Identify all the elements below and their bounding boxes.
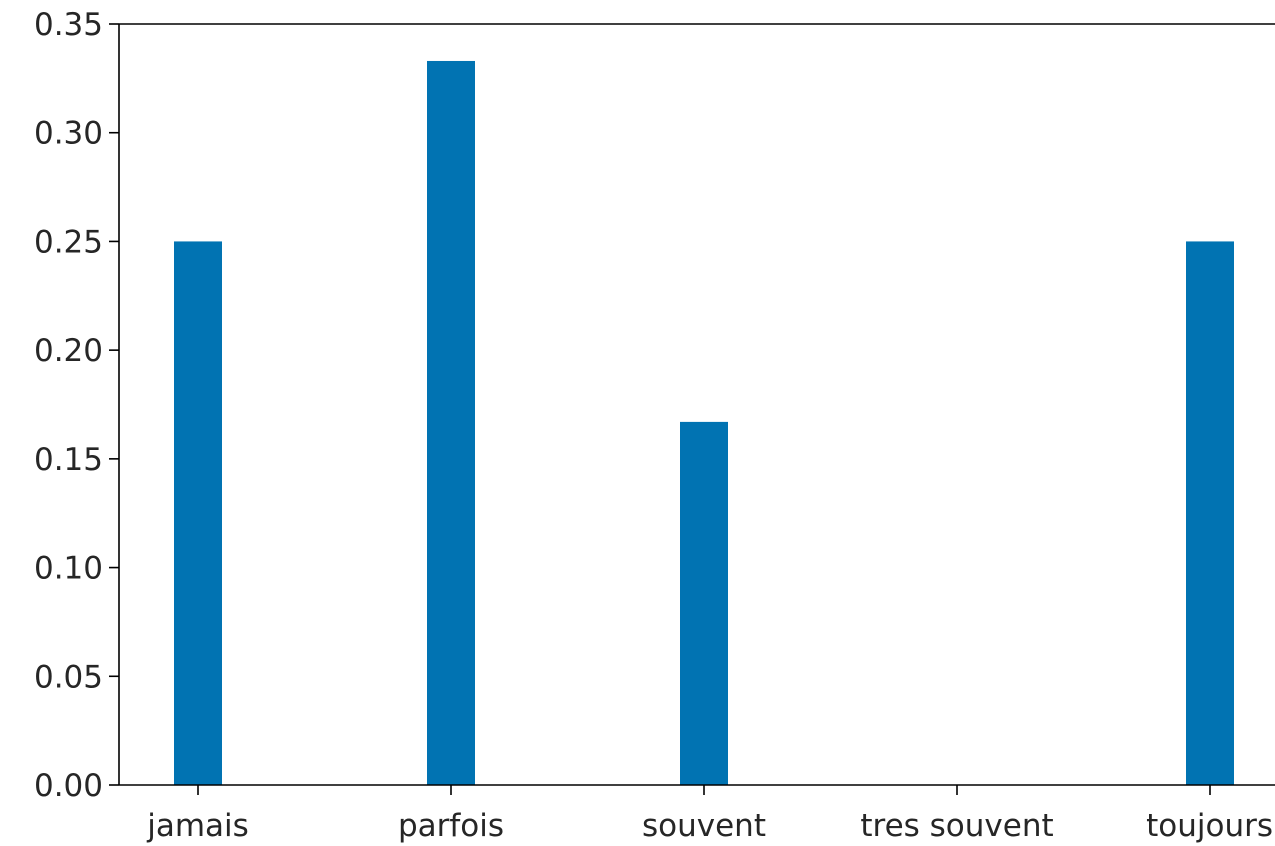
y-axis-ticks: 0.00 0.05 0.10 0.15 0.20 0.25 0.30 0.35 bbox=[34, 7, 119, 804]
bar-jamais bbox=[174, 241, 222, 785]
x-tick-label: parfois bbox=[398, 808, 504, 844]
x-tick-label: souvent bbox=[642, 808, 766, 844]
y-tick-label: 0.15 bbox=[34, 442, 103, 478]
axes-frame bbox=[118, 23, 1275, 786]
x-tick-label: tres souvent bbox=[860, 808, 1053, 844]
x-tick-label: toujours bbox=[1146, 808, 1273, 844]
x-tick-label: jamais bbox=[146, 808, 249, 844]
y-tick-label: 0.30 bbox=[34, 116, 103, 152]
bar-souvent bbox=[680, 421, 728, 785]
y-tick-label: 0.00 bbox=[34, 768, 103, 804]
y-tick-label: 0.25 bbox=[34, 224, 103, 260]
y-tick-label: 0.05 bbox=[34, 659, 103, 695]
bar-parfois bbox=[427, 60, 475, 786]
bar-toujours bbox=[1186, 241, 1234, 785]
bars bbox=[174, 60, 1234, 786]
y-tick-label: 0.35 bbox=[34, 7, 103, 43]
y-tick-label: 0.10 bbox=[34, 551, 103, 587]
x-axis-ticks: jamais parfois souvent tres souvent toujours bbox=[146, 785, 1273, 844]
y-tick-label: 0.20 bbox=[34, 333, 103, 369]
